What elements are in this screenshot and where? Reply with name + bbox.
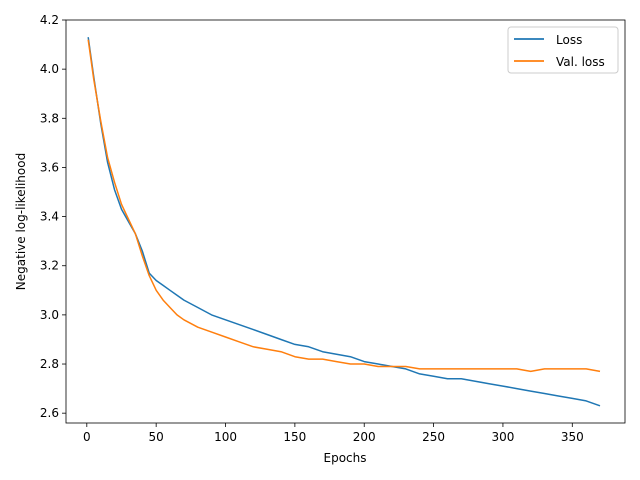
x-tick-label: 300 — [491, 430, 514, 444]
y-tick-label: 3.6 — [40, 160, 59, 174]
y-axis-title: Negative log-likelihood — [14, 153, 28, 290]
y-tick-label: 3.2 — [40, 259, 59, 273]
y-tick-label: 4.2 — [40, 13, 59, 27]
x-tick-label: 0 — [83, 430, 91, 444]
x-tick-label: 250 — [422, 430, 445, 444]
y-tick-label: 4.0 — [40, 62, 59, 76]
legend: Loss Val. loss — [507, 26, 619, 74]
series-line-val-loss — [87, 39, 601, 373]
x-tick-label: 100 — [214, 430, 237, 444]
x-tick-label: 150 — [283, 430, 306, 444]
y-tick-label: 2.6 — [40, 406, 59, 420]
legend-label-loss: Loss — [556, 33, 582, 47]
legend-label-val-loss: Val. loss — [556, 55, 605, 69]
y-tick-label: 2.8 — [40, 357, 59, 371]
x-tick-label: 50 — [149, 430, 164, 444]
axis-layer: 0 50 100 150 200 250 300 350 2.6 2.8 3.0 3.2 3.4 3.6 3… — [40, 13, 584, 444]
x-tick-label: 200 — [353, 430, 376, 444]
x-tick-label: 350 — [561, 430, 584, 444]
y-tick-label: 3.0 — [40, 308, 59, 322]
plot-frame — [65, 19, 626, 424]
series-layer — [87, 37, 601, 407]
x-axis-title: Epochs — [324, 451, 367, 465]
y-tick-label: 3.4 — [40, 210, 59, 224]
y-tick-label: 3.8 — [40, 111, 59, 125]
